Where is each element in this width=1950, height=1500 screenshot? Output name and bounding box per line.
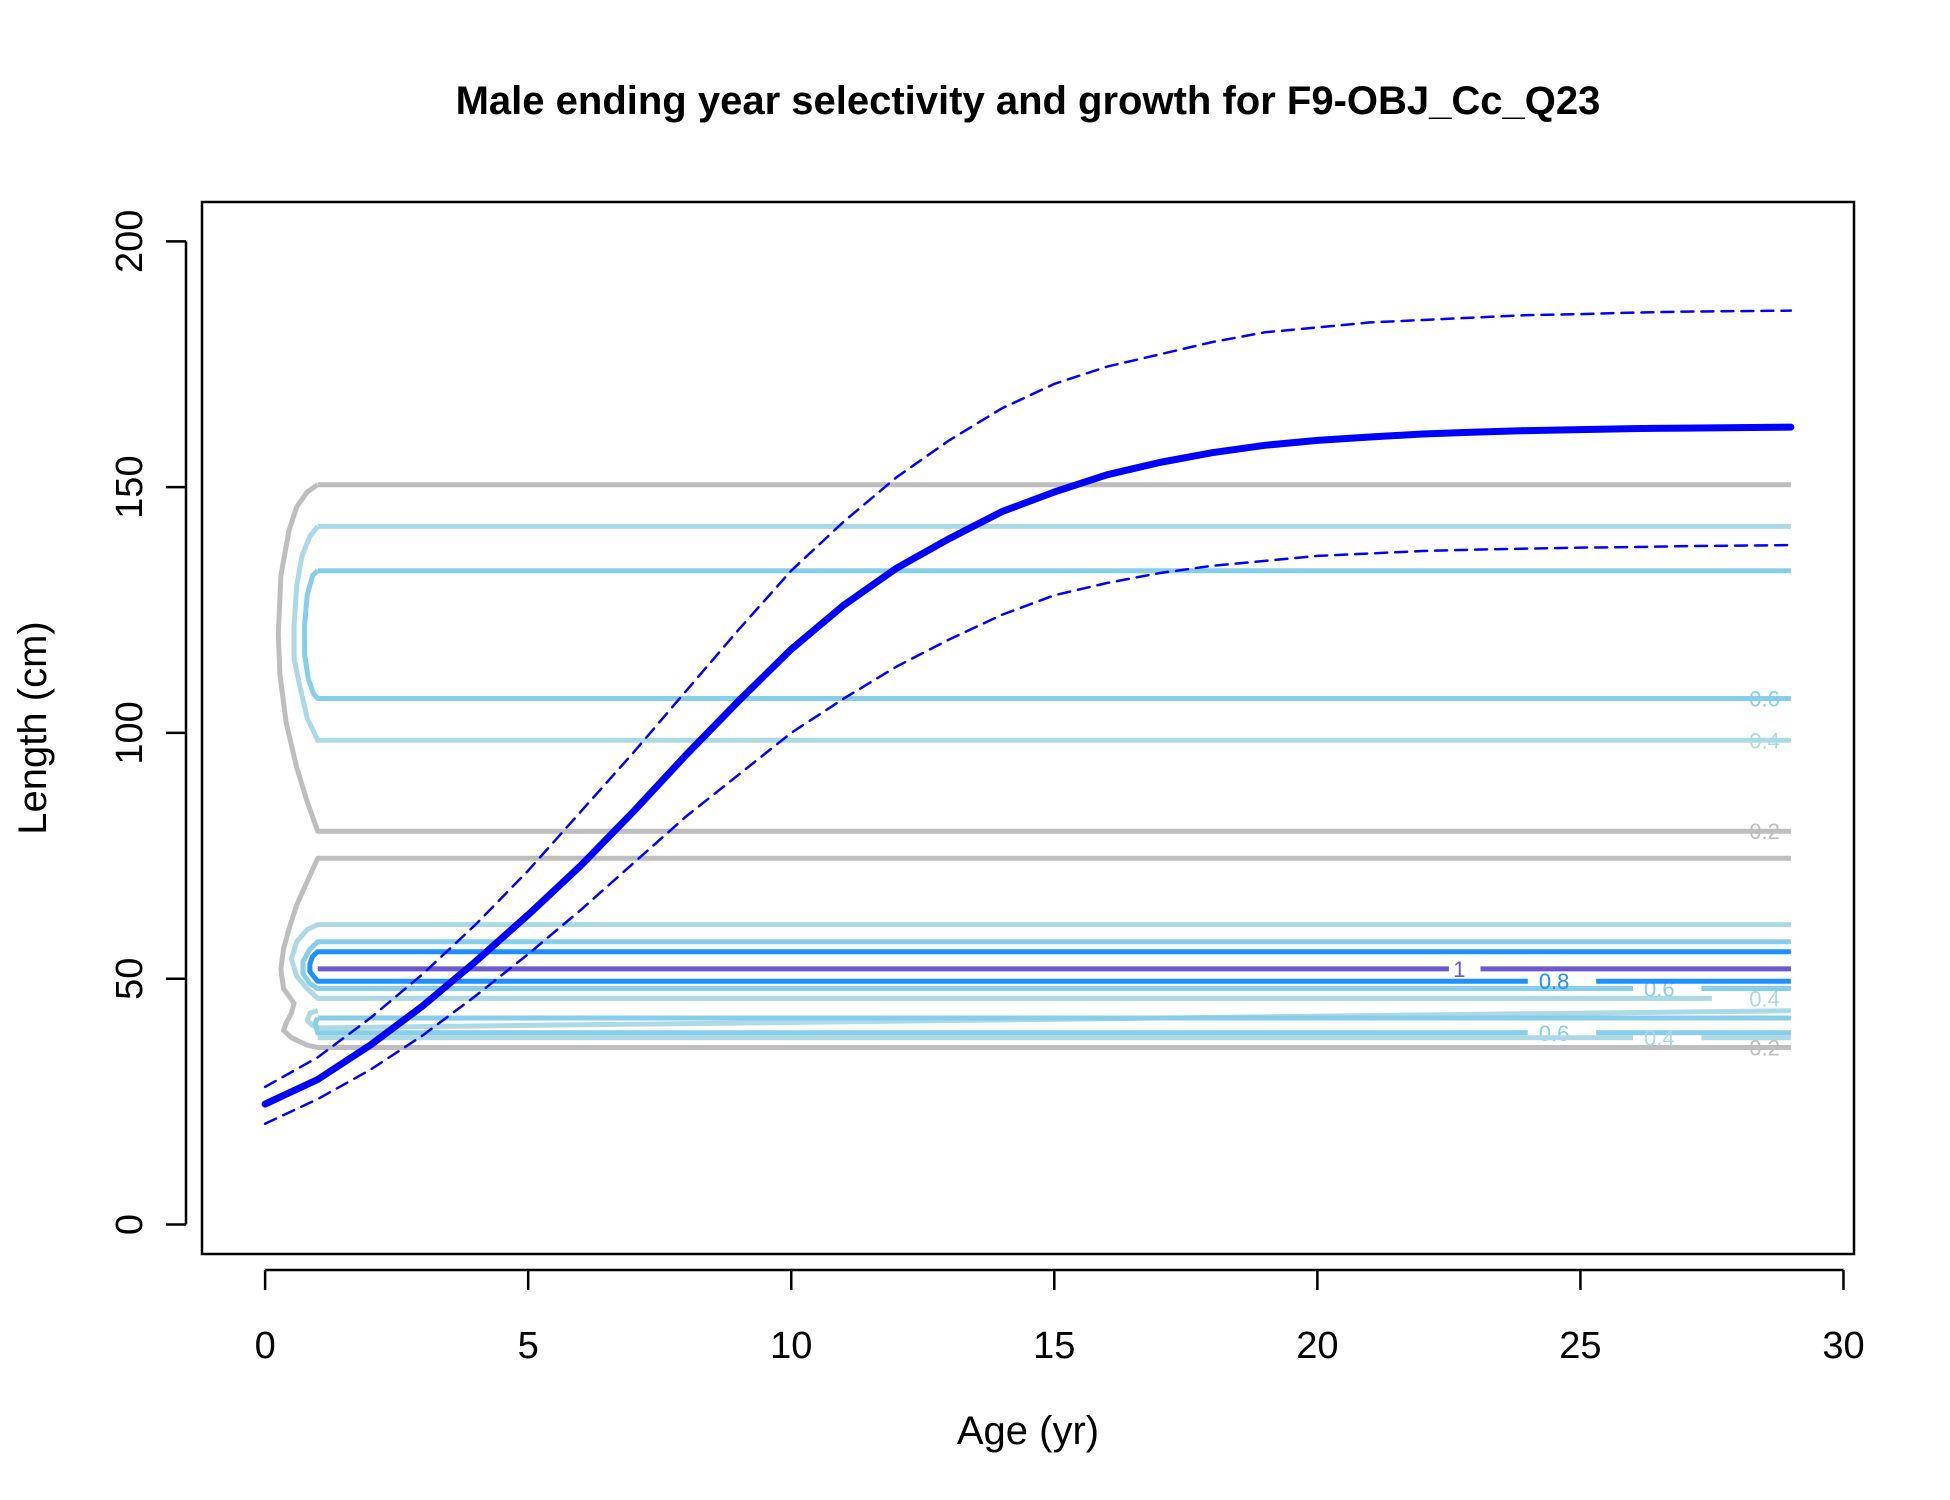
contour-label: 1 <box>1453 957 1465 982</box>
y-tick-label: 50 <box>109 958 151 1000</box>
x-tick-label: 25 <box>1559 1325 1601 1367</box>
y-tick-label: 200 <box>109 210 151 273</box>
selectivity-contours: 0.20.40.60.20.40.60.810.6 0.4 <box>275 482 1791 1061</box>
x-tick-label: 0 <box>255 1325 276 1367</box>
contour-line <box>312 1016 1528 1036</box>
x-tick-label: 5 <box>518 1325 539 1367</box>
x-axis-title: Age (yr) <box>957 1409 1099 1453</box>
x-tick-label: 30 <box>1822 1325 1864 1367</box>
x-tick-label: 20 <box>1296 1325 1338 1367</box>
y-axis-title: Length (cm) <box>11 621 55 834</box>
growth-interval-line <box>263 309 1793 1089</box>
y-tick-label: 100 <box>109 701 151 764</box>
contour-line <box>275 482 1791 834</box>
growth-curves <box>261 309 1795 1125</box>
contour-label: 0.4 <box>1644 1026 1675 1051</box>
contour-label: 0.6 <box>1749 687 1780 712</box>
contour-label: 0.8 <box>1539 969 1570 994</box>
contour-line <box>291 524 1791 743</box>
x-axis: 0 5 10 15 20 25 30 <box>255 1268 1865 1367</box>
contour-line <box>307 949 1791 984</box>
y-axis: 0 50 100 150 200 <box>109 210 188 1235</box>
x-tick-label: 15 <box>1033 1325 1075 1367</box>
chart-title: Male ending year selectivity and growth … <box>456 79 1601 123</box>
y-tick-label: 150 <box>109 455 151 518</box>
growth-mean-line <box>261 423 1795 1108</box>
contour-line <box>302 568 1791 701</box>
growth-interval-line <box>263 543 1793 1125</box>
contour-label: 0.2 <box>1749 819 1780 844</box>
contour-label: 0.6 <box>1539 1021 1570 1046</box>
y-tick-label: 0 <box>109 1214 151 1235</box>
contour-line <box>288 922 1791 1001</box>
contour-line <box>278 855 1791 1050</box>
x-tick-label: 10 <box>770 1325 812 1367</box>
contour-line <box>300 939 1791 991</box>
contour-line <box>304 1008 1791 1031</box>
contour-label: 0.4 <box>1749 728 1780 753</box>
plot-frame <box>200 200 1856 1256</box>
